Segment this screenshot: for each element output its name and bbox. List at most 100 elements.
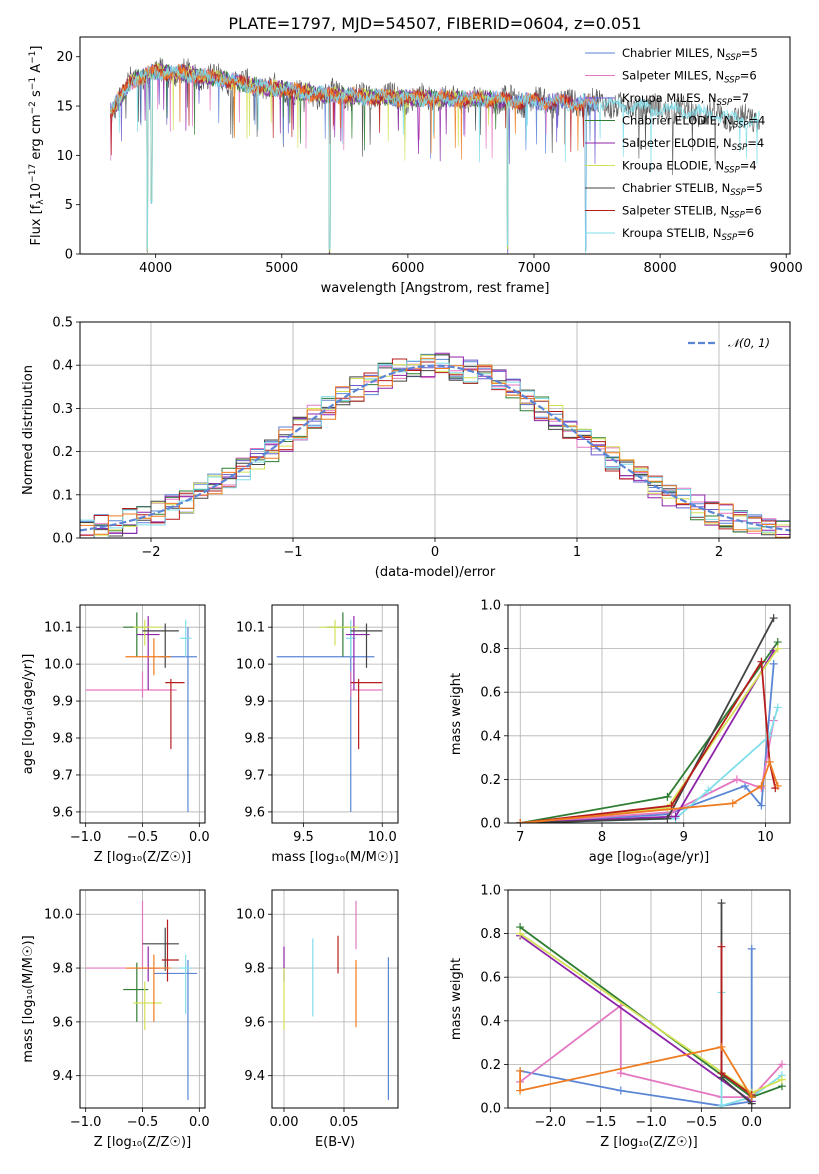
axes-frame [79,889,206,1109]
spectrum-line [109,63,598,160]
y-tick-label: 9.8 [52,962,73,977]
legend-name: Chabrier STELIB, N [622,181,730,195]
panel-age-vs-mass: 9.5 10.0 9.6 9.7 9.8 9.9 10.0 10.1 mass [log₁₀(M… [236,604,399,865]
x-tick-label: 7 [516,830,524,845]
data-point [616,1086,625,1095]
x-tick-label: 2 [715,545,723,560]
x-tick-label: −1 [283,545,302,560]
normal-curve [80,364,790,532]
legend-entry: Kroupa STELIB, NSSP=6 [622,226,754,243]
legend-sub: SSP [717,98,733,108]
legend-entry: Chabrier STELIB, NSSP=5 [622,181,763,198]
x-tick-label: −0.5 [127,830,159,845]
y-axis-label-part: λ [36,199,46,205]
legend-n: =5 [741,46,758,60]
data-point [747,1093,756,1102]
data-point [757,657,766,666]
x-tick-label: −0.5 [686,1115,718,1130]
legend-sub: SSP [724,166,740,176]
x-tick-label: −1.0 [70,1115,102,1130]
series-line [519,1045,753,1098]
data-point [717,899,726,908]
data-point [663,814,672,823]
y-axis-label-part: erg cm [29,114,44,163]
x-tick-label: 10.0 [368,830,397,845]
series-line [520,650,775,823]
y-tick-label: 10.1 [236,621,265,636]
legend-entry: Salpeter ELODIE, NSSP=4 [622,136,764,153]
x-axis-label: E(B-V) [315,1135,355,1150]
y-tick-label: 0.5 [52,316,73,331]
plot-area-age-vs-mass [276,612,383,812]
x-tick-label: 8000 [644,261,677,276]
x-tick-label: −2.0 [535,1115,567,1130]
y-tick-label: 9.9 [52,695,73,710]
y-axis-label-part: −1 [28,77,38,90]
y-tick-label: 9.6 [244,1015,265,1030]
legend-entry: Chabrier MILES, NSSP=5 [622,46,758,63]
legend-name: Salpeter MILES, N [622,69,724,83]
data-point [717,1042,726,1051]
legend-n: =4 [747,136,764,150]
legend-name: Chabrier ELODIE, N [622,114,733,128]
axes-frame [507,604,791,824]
y-axis-label: Normed distribution [21,365,36,495]
y-tick-label: 0.2 [480,1058,501,1073]
y-tick-label: 0.8 [480,642,501,657]
legend-sub: SSP [725,53,741,63]
y-tick-label: 9.8 [244,732,265,747]
data-point [777,1060,786,1069]
data-point [773,703,782,712]
data-point [769,614,778,623]
data-point [757,801,766,810]
y-tick-label: 9.8 [244,962,265,977]
y-tick-label: 10.1 [44,621,73,636]
data-point [717,1069,726,1078]
y-tick-label: 9.6 [52,805,73,820]
legend-sub: SSP [733,121,749,131]
y-tick-label: 9.6 [52,1015,73,1030]
legend-entry: Chabrier ELODIE, NSSP=4 [622,114,765,131]
y-tick-label: 10 [56,149,73,164]
series-line [519,935,753,1103]
y-tick-label: 0.4 [480,1014,501,1029]
plot-area-massweight-vs-age [516,614,782,823]
legend-n: =4 [748,114,765,128]
x-tick-label: 0 [431,545,439,560]
legend-n: =6 [740,69,757,83]
panel-spectrum: 4000 5000 6000 7000 8000 9000 0 5 10 15 20 waveleng… [28,36,803,296]
series-line [520,707,779,823]
y-tick-label: 0.0 [480,1102,501,1117]
plot-area-age-vs-Z [85,612,198,812]
legend-entry: Salpeter STELIB, NSSP=6 [622,204,762,221]
data-point [773,781,782,790]
panel-residuals: −2 −1 0 1 2 0.0 0.1 0.2 0.3 0.4 0.5 (data-model)/er… [21,316,791,580]
plot-area-mass-vs-Z [85,900,198,1100]
y-axis-label-part: −17 [28,164,38,183]
series-line [519,1003,783,1098]
y-tick-label: 0.4 [52,359,73,374]
x-axis-label: mass [log₁₀(M/M☉)] [271,850,398,865]
legend-entry: Salpeter MILES, NSSP=6 [622,69,757,86]
y-axis-label-part: ] [29,46,44,51]
x-tick-label: −1.0 [635,1115,667,1130]
y-axis-label: mass weight [449,958,464,1040]
y-axis-label-part: −2 [28,101,38,114]
y-axis-label: Flux [fλ10−17 erg cm−2 s−1 A−1] [28,46,46,246]
panel-massweight-vs-age: 7 8 9 10 0.0 0.2 0.4 0.6 0.8 1.0 age [log₁₀(age/yr… [449,599,791,865]
x-axis-label: age [log₁₀(age/yr)] [589,850,710,865]
y-axis-label: mass [log₁₀(M/M☉)] [21,935,36,1062]
y-tick-label: 9.6 [244,805,265,820]
legend-n: =6 [745,204,762,218]
axes-frame [79,36,791,255]
x-tick-label: 0.0 [741,1115,762,1130]
legend-n: =6 [737,226,754,240]
x-tick-label: −0.5 [127,1115,159,1130]
data-point [777,1075,786,1084]
panel-mass-vs-EBV: 0.00 0.05 9.4 9.6 9.8 10.0 E(B-V) [236,889,399,1150]
y-tick-label: 10.0 [236,908,265,923]
legend-name: Kroupa ELODIE, N [622,159,724,173]
legend-n: =5 [746,181,763,195]
y-axis-label-part: −1 [28,51,38,64]
y-tick-label: 10.0 [44,658,73,673]
